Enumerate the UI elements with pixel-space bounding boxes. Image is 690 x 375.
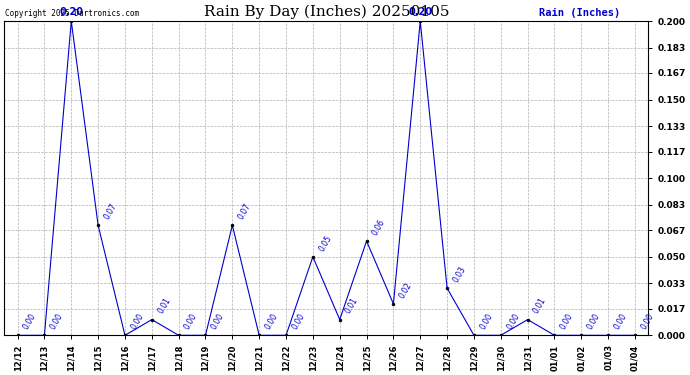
Title: Rain By Day (Inches) 20250105: Rain By Day (Inches) 20250105 <box>204 4 449 18</box>
Text: 0.06: 0.06 <box>371 217 387 237</box>
Text: 0.05: 0.05 <box>317 233 333 253</box>
Text: 0.00: 0.00 <box>210 312 226 331</box>
Text: 0.00: 0.00 <box>639 312 656 331</box>
Text: 0.00: 0.00 <box>505 312 521 331</box>
Text: 0.00: 0.00 <box>290 312 306 331</box>
Text: 0.01: 0.01 <box>344 296 360 315</box>
Text: 0.00: 0.00 <box>586 312 602 331</box>
Text: 0.01: 0.01 <box>156 296 172 315</box>
Text: Rain (Inches): Rain (Inches) <box>539 8 620 18</box>
Text: 0.00: 0.00 <box>559 312 575 331</box>
Text: Copyright 2025 Durtronics.com: Copyright 2025 Durtronics.com <box>5 9 139 18</box>
Text: 0.00: 0.00 <box>129 312 146 331</box>
Text: 0.20: 0.20 <box>408 7 432 17</box>
Text: 0.00: 0.00 <box>264 312 279 331</box>
Text: 0.00: 0.00 <box>183 312 199 331</box>
Text: 0.00: 0.00 <box>612 312 629 331</box>
Text: 0.00: 0.00 <box>22 312 38 331</box>
Text: 0.20: 0.20 <box>59 7 83 17</box>
Text: 0.00: 0.00 <box>478 312 495 331</box>
Text: 0.01: 0.01 <box>532 296 548 315</box>
Text: 0.03: 0.03 <box>451 265 468 284</box>
Text: 0.07: 0.07 <box>102 202 119 221</box>
Text: 0.02: 0.02 <box>397 280 414 300</box>
Text: 0.00: 0.00 <box>48 312 65 331</box>
Text: 0.07: 0.07 <box>237 202 253 221</box>
